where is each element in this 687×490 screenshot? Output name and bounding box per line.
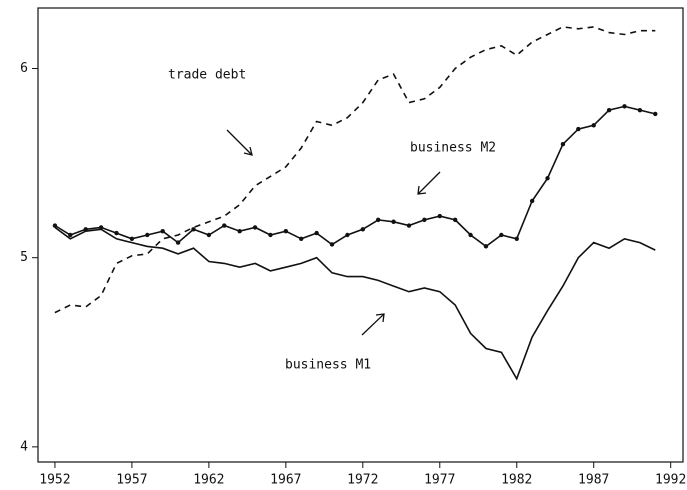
series-marker — [114, 230, 119, 236]
arrow — [361, 313, 385, 336]
series-marker — [283, 229, 289, 234]
x-tick-label: 1992 — [655, 473, 686, 488]
arrow-head — [375, 313, 385, 323]
series-marker — [98, 225, 104, 230]
x-tick-label: 1962 — [193, 473, 224, 488]
y-tick-label: 6 — [20, 61, 28, 76]
x-tick-label: 1982 — [501, 473, 532, 488]
series-marker — [222, 223, 227, 228]
series-marker — [406, 223, 412, 228]
series-marker — [591, 123, 596, 128]
series-marker — [622, 104, 627, 109]
x-tick-label: 1987 — [578, 473, 609, 488]
series-marker — [391, 219, 396, 224]
series-marker — [160, 229, 165, 234]
series-marker — [545, 176, 550, 181]
series-marker — [653, 111, 658, 117]
y-tick-label: 4 — [20, 439, 28, 454]
x-tick-label: 1972 — [347, 473, 378, 488]
y-tick-label: 5 — [20, 250, 28, 265]
series-marker — [329, 242, 335, 247]
series-marker — [252, 225, 258, 230]
series-line — [54, 226, 656, 381]
series-marker — [637, 107, 643, 113]
series-marker — [360, 227, 366, 232]
arrow-head — [243, 146, 253, 156]
series-marker — [452, 217, 458, 223]
series-marker — [529, 198, 535, 204]
series-marker — [68, 232, 73, 238]
series-marker — [191, 227, 196, 232]
series-marker — [483, 244, 489, 249]
series-line — [54, 105, 656, 248]
series-marker — [468, 232, 473, 238]
annotation: trade debt — [168, 68, 246, 83]
series-marker — [422, 217, 427, 223]
series-marker — [606, 107, 612, 113]
series-marker — [437, 213, 442, 219]
series-marker — [576, 126, 581, 132]
series-marker — [175, 240, 181, 245]
series-marker — [345, 232, 350, 238]
x-tick-label: 1977 — [424, 473, 455, 488]
series-marker — [52, 223, 58, 228]
series-line — [54, 26, 656, 314]
series-marker — [314, 230, 319, 236]
arrow-head — [417, 185, 427, 195]
x-tick-label: 1952 — [39, 473, 70, 488]
arrow — [417, 171, 441, 195]
series-marker — [237, 229, 242, 234]
series-marker — [376, 217, 381, 223]
annotation: business M1 — [285, 358, 371, 373]
series-marker — [145, 232, 150, 238]
series-marker — [206, 232, 212, 238]
plot-frame — [37, 7, 684, 463]
series-marker — [268, 232, 273, 238]
arrow — [226, 129, 253, 156]
series-marker — [299, 236, 304, 241]
series-marker — [129, 236, 135, 241]
x-tick-label: 1957 — [116, 473, 147, 488]
series-marker — [560, 142, 566, 147]
x-tick-label: 1967 — [270, 473, 301, 488]
series-marker — [499, 232, 504, 238]
annotation: business M2 — [410, 141, 496, 156]
series-marker — [514, 236, 519, 241]
